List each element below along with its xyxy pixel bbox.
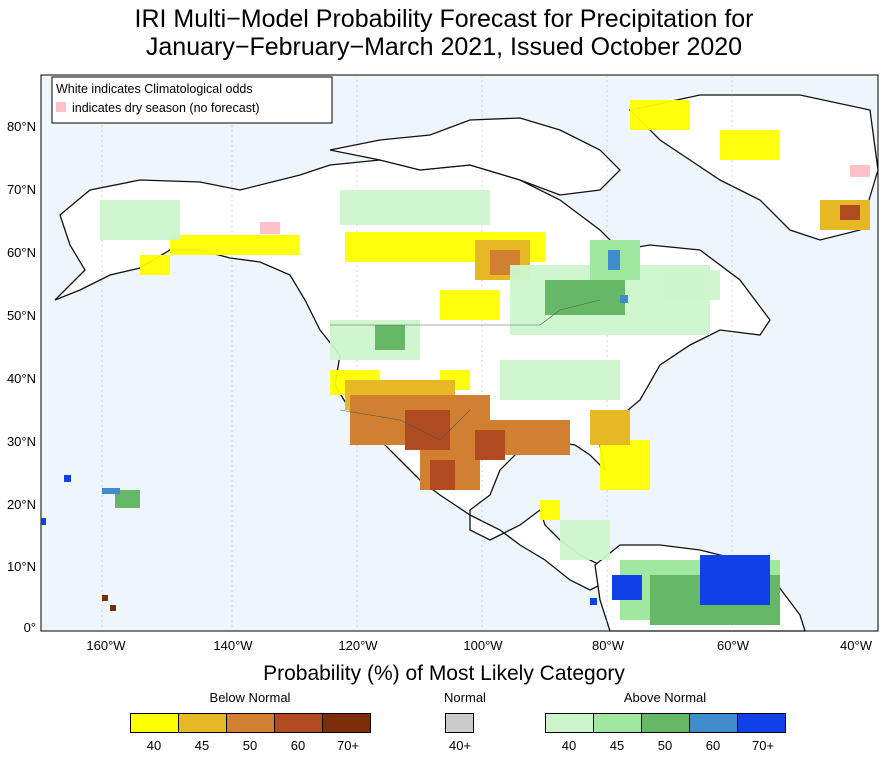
note-climatological: White indicates Climatological odds: [56, 82, 253, 96]
arctic-islands: [329, 117, 621, 196]
dry-season-regions: [260, 165, 870, 234]
legend-tick-above: 45: [609, 738, 625, 753]
lat-label: 0°: [24, 620, 36, 635]
legend-above-normal-label: Above Normal: [623, 690, 707, 705]
dry-season-swatch: [56, 102, 66, 112]
lat-label: 80°N: [7, 119, 36, 134]
lon-label: 120°W: [338, 638, 378, 653]
lat-label: 10°N: [7, 559, 36, 574]
map-title-line1: IRI Multi−Model Probability Forecast for…: [134, 5, 754, 33]
map-title-line2: January−February−March 2021, Issued Octo…: [145, 33, 743, 61]
notes-box: White indicates Climatological odds indi…: [51, 76, 333, 124]
legend-swatch-below-70: [322, 713, 371, 733]
lat-label: 50°N: [7, 308, 36, 323]
legend-tick-above: 50: [657, 738, 673, 753]
legend-swatch-above-45: [593, 713, 642, 733]
lon-label: 140°W: [213, 638, 253, 653]
legend-tick-below: 40: [146, 738, 162, 753]
below-normal-70-regions: [102, 595, 116, 611]
legend-swatch-below-60: [274, 713, 323, 733]
legend-swatch-above-70: [737, 713, 786, 733]
legend-swatch-above-50: [641, 713, 690, 733]
legend-below-normal-label: Below Normal: [209, 690, 291, 705]
below-normal-60-regions: [405, 205, 860, 490]
lat-label: 70°N: [7, 182, 36, 197]
legend-swatch-normal-40: [445, 713, 474, 733]
legend-swatch-below-50: [226, 713, 275, 733]
legend-swatch-below-40: [130, 713, 179, 733]
above-normal-60-regions: [102, 250, 628, 494]
lon-label: 80°W: [592, 638, 625, 653]
legend-tick-below: 70+: [336, 738, 360, 753]
legend-tick-normal: 40+: [448, 738, 472, 753]
legend-tick-below: 60: [290, 738, 306, 753]
lon-label: 100°W: [463, 638, 503, 653]
legend-swatch-below-45: [178, 713, 227, 733]
lon-label: 160°W: [86, 638, 126, 653]
legend-swatch-above-40: [545, 713, 594, 733]
lat-label: 60°N: [7, 245, 36, 260]
note-dry-season: indicates dry season (no forecast): [72, 101, 260, 115]
greenland-landmass: [628, 94, 879, 241]
legend-tick-above: 40: [561, 738, 577, 753]
lat-label: 40°N: [7, 371, 36, 386]
legend-tick-below: 45: [194, 738, 210, 753]
latitude-labels: 80°N 70°N 60°N 50°N 40°N 30°N 20°N 10°N …: [7, 119, 36, 635]
boundaries: [330, 299, 601, 441]
legend-tick-below: 50: [242, 738, 258, 753]
legend-tick-above: 70+: [751, 738, 775, 753]
lon-label: 40°W: [840, 638, 873, 653]
legend-swatch-above-60: [689, 713, 738, 733]
lat-label: 20°N: [7, 497, 36, 512]
legend-normal-label: Normal: [444, 690, 486, 705]
longitude-labels: 160°W 140°W 120°W 100°W 80°W 60°W 40°W: [86, 638, 872, 653]
lon-label: 60°W: [717, 638, 750, 653]
legend-heading: Probability (%) of Most Likely Category: [263, 662, 625, 685]
lat-label: 30°N: [7, 434, 36, 449]
legend-tick-above: 60: [705, 738, 721, 753]
above-normal-70-regions: [41, 475, 770, 605]
